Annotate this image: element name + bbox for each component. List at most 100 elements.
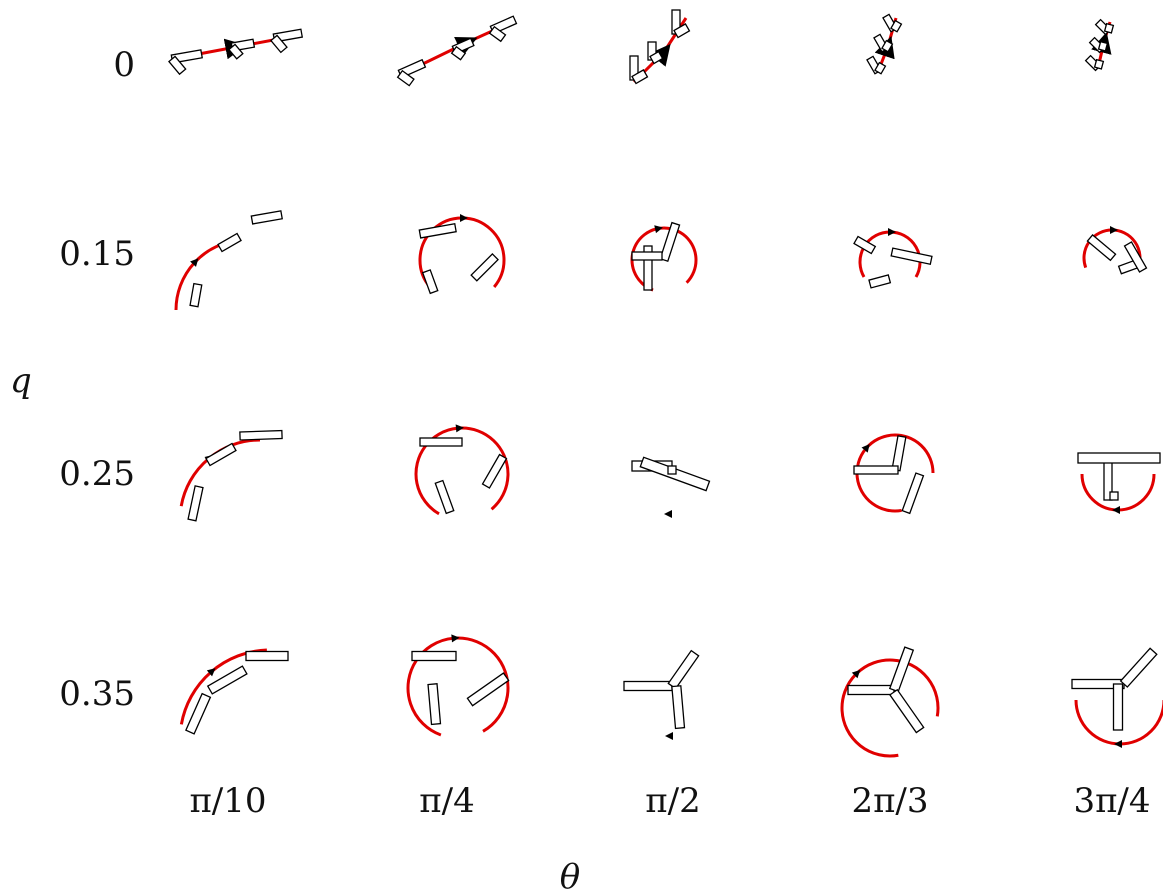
rod-segment <box>853 465 899 475</box>
rod-segment <box>890 19 903 33</box>
rod-rect <box>488 25 507 43</box>
rod-segment <box>847 684 895 696</box>
y-axis-label: q <box>10 361 32 401</box>
trajectory-arrow <box>665 732 673 740</box>
rod-segment <box>623 680 673 692</box>
rod-segment <box>488 25 507 43</box>
cell-r0-c2 <box>629 9 691 85</box>
rod-segment <box>434 479 455 515</box>
rod-rect <box>185 692 212 735</box>
rod-rect <box>847 684 895 696</box>
rod-rect <box>890 19 903 33</box>
trajectory-arrow <box>888 228 896 236</box>
rod-segment <box>1119 647 1158 688</box>
rod-segment <box>1097 40 1109 52</box>
cell-r1-c0 <box>174 210 283 311</box>
rod-rect <box>853 465 899 475</box>
rod-segment <box>168 55 187 76</box>
rod-segment <box>481 453 508 489</box>
rod-segment <box>427 683 442 726</box>
trajectory-arrow <box>190 258 199 267</box>
rod-rect <box>667 465 677 475</box>
rod-rect <box>168 55 187 76</box>
rod-rect <box>649 50 664 65</box>
rod-segment <box>889 688 925 734</box>
cell-r1-c3 <box>853 228 933 289</box>
cell-r0-c1 <box>396 15 518 87</box>
rod-segment <box>853 235 877 255</box>
rod-rect <box>270 34 288 54</box>
trajectory-arrow <box>460 214 468 222</box>
trajectory-arrow <box>206 668 216 677</box>
cell-r3-c2 <box>623 649 700 740</box>
rod-segment <box>466 672 510 707</box>
rod-rect <box>1119 647 1158 688</box>
rod-rect <box>206 665 248 695</box>
cell-r0-c0 <box>168 28 304 76</box>
rod-segment <box>1077 452 1161 464</box>
cell-r0-c4 <box>1084 18 1115 72</box>
rod-rect <box>239 429 283 441</box>
rod-segment <box>673 23 691 39</box>
rod-rect <box>470 253 499 282</box>
rod-segment <box>1109 491 1119 501</box>
rod-rect <box>481 453 508 489</box>
x-axis-label: θ <box>560 857 580 894</box>
rod-segment <box>874 61 887 75</box>
rod-rect <box>667 649 700 690</box>
rod-segment <box>901 472 925 515</box>
rod-segment <box>187 485 204 522</box>
rod-rect <box>1112 683 1124 731</box>
cell-r2-c1 <box>414 424 510 516</box>
rod-rect <box>189 282 203 308</box>
rod-rect <box>396 69 415 87</box>
cell-r3-c4 <box>1071 647 1163 748</box>
rod-segment <box>631 69 649 85</box>
rod-rect <box>673 23 691 39</box>
rod-rect <box>623 680 673 692</box>
rod-rect <box>881 39 894 53</box>
rod-segment <box>270 34 288 54</box>
cell-r2-c0 <box>179 429 283 522</box>
row-label-1: 0.15 <box>59 234 135 274</box>
col-label-2: π/2 <box>645 781 700 821</box>
trajectory-arrow <box>654 225 663 234</box>
cell-r1-c1 <box>418 214 506 295</box>
rod-rect <box>205 442 237 467</box>
rod-rect <box>901 472 925 515</box>
col-label-4: 3π/4 <box>1073 781 1150 821</box>
rod-segment <box>868 274 892 289</box>
row-label-0: 0 <box>113 45 135 85</box>
cell-r2-c4 <box>1077 452 1161 514</box>
cell-r1-c2 <box>630 221 698 292</box>
col-label-3: 2π/3 <box>851 781 928 821</box>
rod-rect <box>411 650 457 662</box>
rod-rect <box>1093 58 1105 70</box>
rod-segment <box>649 50 664 65</box>
rod-segment <box>250 210 283 225</box>
cell-r2-c3 <box>853 433 935 515</box>
col-label-0: π/10 <box>189 781 266 821</box>
rod-segment <box>470 253 499 282</box>
rod-rect <box>228 43 244 60</box>
trajectory-arrow <box>851 669 861 679</box>
rod-rect <box>419 437 463 447</box>
rod-segment <box>239 429 283 441</box>
rod-rect <box>1123 241 1148 273</box>
rod-segment <box>419 437 463 447</box>
trajectory-arrow <box>451 634 460 643</box>
rod-segment <box>881 39 894 53</box>
rod-segment <box>890 247 933 265</box>
rod-segment <box>1103 22 1115 34</box>
rod-segment <box>185 692 212 735</box>
rod-segment <box>631 251 663 261</box>
row-label-3: 0.35 <box>59 674 135 714</box>
rod-rect <box>631 251 663 261</box>
rod-segment <box>667 649 700 690</box>
rod-segment <box>418 223 457 239</box>
rod-rect <box>631 69 649 85</box>
rod-segment <box>1112 683 1124 731</box>
rod-rect <box>217 232 242 253</box>
rod-segment <box>206 665 248 695</box>
